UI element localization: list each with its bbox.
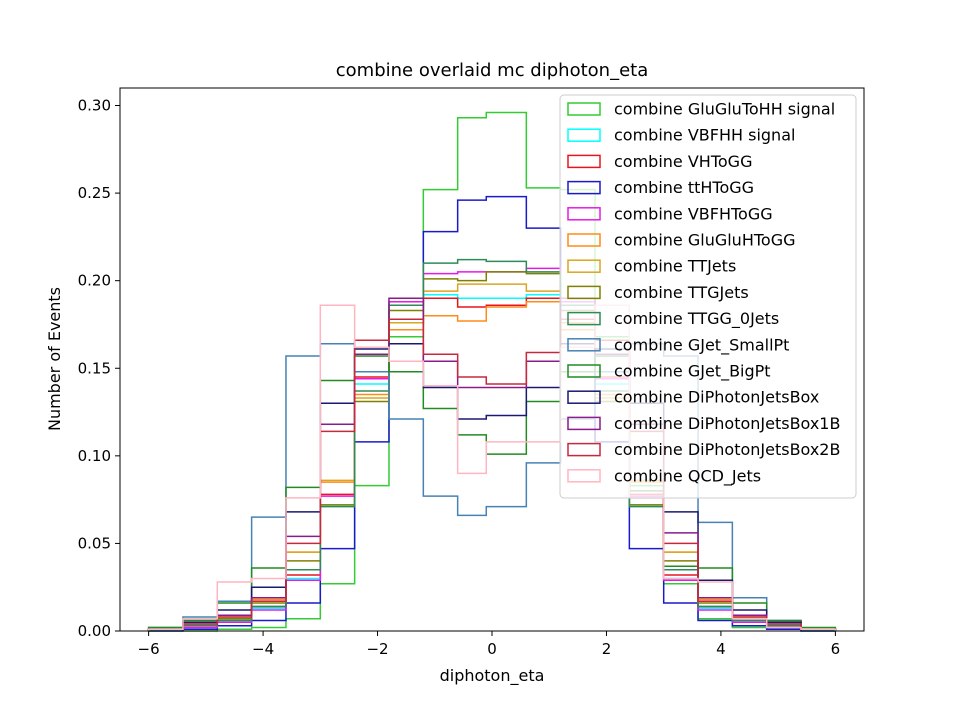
legend-swatch [567, 364, 601, 378]
legend-label: combine VBFHToGG [614, 204, 773, 223]
series-14 [147, 304, 837, 631]
x-tick-label: 6 [831, 640, 841, 658]
x-tick-label: −6 [138, 640, 160, 658]
series-line [148, 195, 836, 632]
legend-item: combine GJet_SmallPt [567, 335, 789, 355]
legend-item: combine GJet_BigPt [567, 362, 771, 382]
legend-label: combine QCD_Jets [614, 466, 761, 486]
x-axis-ticks: −6 −4 −2 0 2 4 6 [138, 631, 841, 658]
legend-label: combine DiPhotonJetsBox2B [614, 440, 840, 459]
x-tick-label: 4 [716, 640, 726, 658]
legend-item: combine GluGluToHH signal [567, 100, 835, 119]
legend-item: combine DiPhotonJetsBox2B [567, 440, 840, 459]
series-9 [147, 342, 837, 631]
legend-swatch [567, 338, 601, 352]
legend-swatch [567, 180, 601, 195]
legend-label: combine GluGluToHH signal [614, 100, 835, 119]
legend-swatch [567, 311, 601, 326]
y-tick-label: 0.05 [78, 534, 111, 552]
legend-item: combine QCD_Jets [567, 466, 761, 486]
x-tick-label: −2 [366, 640, 388, 658]
x-tick-label: 0 [487, 640, 497, 658]
legend-swatch [567, 128, 601, 142]
y-tick-label: 0.15 [78, 359, 111, 377]
legend-item: combine GluGluHToGG [567, 231, 795, 250]
legend-item: combine DiPhotonJetsBox1B [567, 414, 840, 433]
series-line [147, 304, 837, 631]
series-3 [148, 195, 836, 632]
legend-swatch [567, 442, 601, 457]
legend-swatch [567, 233, 601, 247]
legend-label: combine GluGluHToGG [614, 231, 795, 250]
legend-label: combine ttHToGG [614, 178, 754, 197]
y-tick-label: 0.30 [78, 97, 111, 115]
legend-item: combine DiPhotonJetsBox [567, 388, 819, 407]
legend-swatch [567, 259, 601, 273]
legend-item: combine VHToGG [567, 152, 752, 171]
x-tick-label: −4 [252, 640, 274, 658]
y-tick-label: 0.10 [78, 447, 111, 465]
legend-item: combine VBFHToGG [567, 204, 773, 223]
legend-swatch [567, 154, 601, 169]
legend-item: combine TTJets [567, 257, 736, 276]
legend-swatch [567, 390, 601, 404]
x-tick-label: 2 [602, 640, 612, 658]
legend-label: combine DiPhotonJetsBox1B [614, 414, 840, 433]
y-tick-label: 0.20 [78, 272, 111, 290]
legend-label: combine DiPhotonJetsBox [614, 388, 819, 407]
legend-swatch [567, 469, 601, 483]
legend-label: combine GJet_SmallPt [614, 335, 789, 355]
y-tick-label: 0.25 [78, 184, 111, 202]
legend-label: combine TTJets [614, 257, 736, 276]
y-axis-label: Number of Events [45, 287, 64, 431]
series-0 [148, 111, 836, 632]
legend: combine GluGluToHH signal combine VBFHH s… [559, 94, 857, 499]
legend-label: combine TTGG_0Jets [614, 309, 779, 329]
legend-label: combine VHToGG [614, 152, 752, 171]
x-axis-label: diphoton_eta [440, 666, 545, 686]
legend-label: combine TTGJets [614, 283, 749, 302]
series-line [147, 342, 837, 631]
y-axis-ticks: 0.00 0.05 0.10 0.15 0.20 0.25 0.30 [78, 97, 120, 640]
legend-item: combine TTGG_0Jets [567, 309, 779, 329]
legend-swatch [567, 207, 601, 221]
legend-swatch [567, 102, 601, 116]
series-layer [147, 111, 837, 632]
chart-title: combine overlaid mc diphoton_eta [336, 60, 648, 81]
legend-label: combine VBFHH signal [614, 126, 795, 145]
y-tick-label: 0.00 [78, 622, 111, 640]
legend-item: combine VBFHH signal [567, 126, 795, 145]
legend-item: combine TTGJets [567, 283, 749, 302]
legend-label: combine GJet_BigPt [614, 362, 771, 382]
legend-item: combine ttHToGG [567, 178, 754, 197]
series-line [148, 111, 836, 632]
legend-box [559, 94, 857, 499]
legend-swatch [567, 285, 601, 300]
legend-swatch [567, 416, 601, 431]
